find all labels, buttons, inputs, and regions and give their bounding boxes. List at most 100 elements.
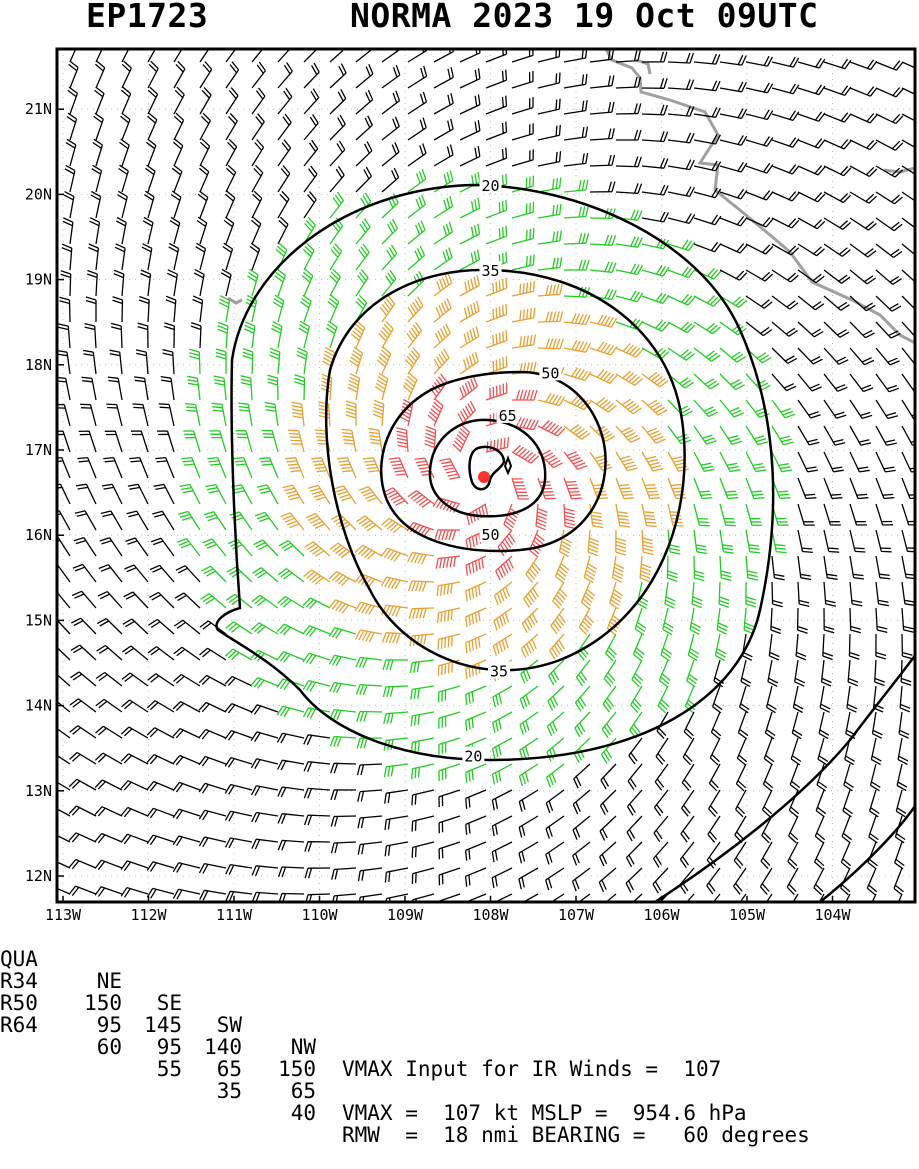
wind-barb <box>693 425 717 445</box>
wind-barb <box>465 789 487 809</box>
wind-barb <box>240 375 253 401</box>
r50-se: 95 <box>156 1035 182 1059</box>
wind-barb <box>57 510 71 531</box>
wind-barb <box>589 128 615 141</box>
wind-barb <box>433 67 454 89</box>
wind-barb <box>106 403 123 427</box>
lat-label: 12N <box>25 867 52 885</box>
wind-barb <box>57 727 71 739</box>
wind-barb <box>381 244 398 271</box>
wind-barb <box>94 752 123 765</box>
wind-barb <box>869 763 881 792</box>
wind-barb <box>549 633 565 660</box>
wind-barb <box>407 271 425 297</box>
wind-barb <box>173 646 201 661</box>
r64-sw: 35 <box>216 1079 242 1103</box>
wind-barb <box>693 241 722 253</box>
wind-barb <box>709 737 721 766</box>
wind-barb <box>849 113 878 124</box>
wind-barb <box>92 138 104 167</box>
wind-barb <box>849 555 864 580</box>
wind-barb <box>198 701 227 713</box>
contour-label-bg <box>462 746 485 764</box>
wind-barb <box>242 347 254 375</box>
wind-barb <box>68 858 97 870</box>
wind-barb <box>503 503 519 532</box>
wind-barb <box>68 60 79 89</box>
wind-barb <box>198 728 227 740</box>
wind-barb <box>615 503 631 528</box>
lon-label: 113W <box>45 906 82 924</box>
wind-barb <box>745 190 774 201</box>
wind-barb <box>146 727 175 739</box>
wind-barb <box>681 763 695 791</box>
wind-barb <box>380 576 409 590</box>
wind-barb <box>485 303 508 323</box>
wind-barb <box>491 841 513 863</box>
wind-barb <box>71 617 97 635</box>
wind-barb <box>280 512 305 531</box>
wind-barb <box>846 685 858 713</box>
wind-barb <box>225 164 237 193</box>
wind-barb <box>291 401 305 427</box>
wind-barb <box>329 114 346 141</box>
wind-barb <box>871 711 883 739</box>
wind-barb <box>743 607 755 635</box>
wind-barb <box>109 349 123 375</box>
wind-barb <box>68 832 97 843</box>
wind-barb <box>356 710 383 722</box>
wind-barb <box>382 659 409 671</box>
contour-35kt <box>324 268 686 672</box>
wind-barb <box>589 154 616 167</box>
wind-barb <box>271 321 283 349</box>
wind-barb <box>66 112 78 141</box>
wind-barb <box>693 187 722 199</box>
wind-barb <box>434 529 461 541</box>
wind-barb <box>172 701 201 713</box>
wind-barb <box>511 444 540 464</box>
wind-barb <box>195 242 207 271</box>
wind-barb <box>814 841 825 870</box>
wind-barb <box>137 322 149 349</box>
wind-barb <box>875 581 889 607</box>
wind-barb <box>150 537 175 557</box>
wind-barb <box>519 737 539 761</box>
wind-barb <box>330 815 357 827</box>
wind-barb <box>121 49 130 63</box>
wind-barb <box>199 112 211 141</box>
wind-barb <box>381 64 401 89</box>
lat-label: 16N <box>25 526 52 544</box>
wind-barb <box>875 425 897 446</box>
wind-barb <box>667 213 696 225</box>
wind-barb <box>250 216 262 245</box>
wind-barb <box>329 63 347 89</box>
wind-barb <box>435 555 461 569</box>
wind-barb <box>199 647 227 661</box>
wind-barb <box>641 184 669 196</box>
wind-barb <box>329 708 357 721</box>
wind-barb <box>641 104 669 116</box>
wind-barb <box>634 607 647 636</box>
wind-barb <box>132 403 149 427</box>
wind-barb <box>616 129 642 141</box>
wind-barbs <box>57 49 915 902</box>
wind-barb <box>77 456 97 479</box>
wind-barb <box>849 607 861 634</box>
wind-barb <box>518 815 539 838</box>
wind-barb <box>350 320 366 349</box>
wind-barb <box>745 399 770 419</box>
wind-barb <box>573 737 591 763</box>
wind-barb <box>302 679 331 692</box>
wind-barb <box>113 269 125 297</box>
wind-barb <box>333 485 357 505</box>
wind-barb <box>277 216 289 245</box>
wind-barb <box>410 711 435 727</box>
wind-barb <box>615 318 644 330</box>
wind-barb <box>493 607 513 631</box>
wind-barb <box>641 503 657 528</box>
wind-barb <box>563 477 582 500</box>
wind-barb <box>615 209 643 221</box>
wind-barb <box>59 296 71 323</box>
longitude-labels: 113W 112W 111W 110W 109W 108W 107W 106W 105W 104W <box>45 906 852 924</box>
wind-barb <box>146 112 158 141</box>
